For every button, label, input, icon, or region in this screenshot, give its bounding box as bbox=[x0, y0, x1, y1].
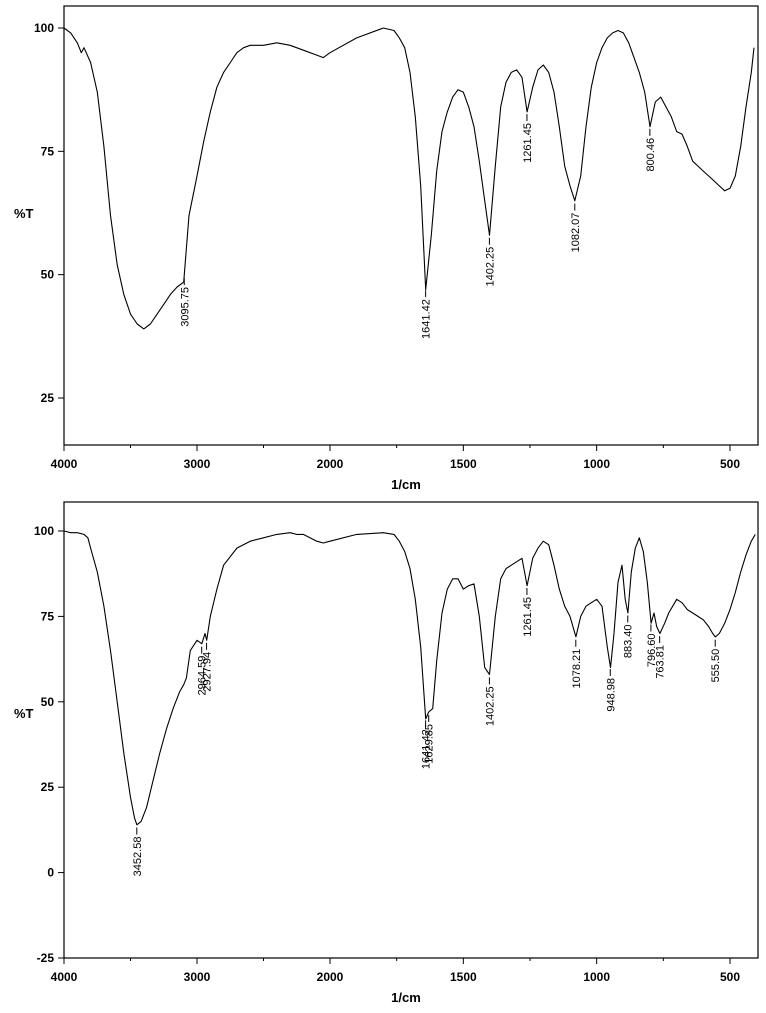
peak-label: 1629.85 bbox=[424, 724, 436, 764]
y-tick-label: 100 bbox=[34, 524, 54, 538]
y-tick-label: -25 bbox=[37, 951, 55, 965]
y-tick-label: 75 bbox=[41, 609, 55, 623]
peak-label: 1261.45 bbox=[522, 597, 534, 637]
peak-label: 1078.21 bbox=[571, 649, 583, 689]
peak-label: 796.60 bbox=[646, 633, 658, 667]
peak-label: 800.46 bbox=[645, 138, 657, 172]
y-tick-label: 50 bbox=[41, 695, 55, 709]
x-tick-label: 3000 bbox=[184, 457, 211, 471]
x-tick-label: 500 bbox=[720, 970, 740, 984]
x-tick-label: 1000 bbox=[583, 970, 610, 984]
peak-label: 1082.07 bbox=[570, 213, 582, 253]
x-axis-label: 1/cm bbox=[391, 477, 421, 492]
y-tick-label: 25 bbox=[41, 391, 55, 405]
spectrum-trace-1 bbox=[63, 27, 755, 330]
y-axis-label: %T bbox=[14, 206, 34, 221]
peak-label: 1402.25 bbox=[484, 686, 496, 726]
x-axis-label: 1/cm bbox=[391, 990, 421, 1005]
x-tick-label: 2000 bbox=[317, 970, 344, 984]
spectrum-trace-2 bbox=[63, 530, 756, 826]
peak-label: 3452.58 bbox=[132, 837, 144, 877]
x-tick-label: 1000 bbox=[583, 457, 610, 471]
x-tick-label: 1500 bbox=[450, 970, 477, 984]
y-tick-label: 25 bbox=[41, 780, 55, 794]
y-tick-label: 100 bbox=[34, 21, 54, 35]
peak-label: 948.98 bbox=[605, 678, 617, 712]
x-tick-label: 500 bbox=[720, 457, 740, 471]
plot-frame-2 bbox=[63, 501, 759, 959]
x-tick-label: 2000 bbox=[317, 457, 344, 471]
x-tick-label: 4000 bbox=[51, 970, 78, 984]
x-tick-label: 1500 bbox=[450, 457, 477, 471]
peak-label: 2927.94 bbox=[202, 652, 214, 692]
peak-label: 2964.59 bbox=[197, 656, 209, 696]
y-tick-label: 0 bbox=[47, 866, 54, 880]
peak-label: 1261.45 bbox=[522, 123, 534, 163]
x-tick-label: 4000 bbox=[51, 457, 78, 471]
peak-label: 1641.42 bbox=[421, 729, 433, 769]
peak-label: 555.50 bbox=[710, 649, 722, 683]
peak-label: 1641.42 bbox=[421, 299, 433, 339]
plot-frame-1 bbox=[63, 5, 759, 446]
peak-label: 763.81 bbox=[655, 645, 667, 679]
peak-label: 1402.25 bbox=[484, 247, 496, 287]
x-tick-label: 3000 bbox=[184, 970, 211, 984]
y-tick-label: 50 bbox=[41, 268, 55, 282]
peak-label: 3095.75 bbox=[179, 287, 191, 327]
y-tick-label: 75 bbox=[41, 144, 55, 158]
peak-label: 883.40 bbox=[623, 624, 635, 658]
y-axis-label: %T bbox=[14, 706, 34, 721]
